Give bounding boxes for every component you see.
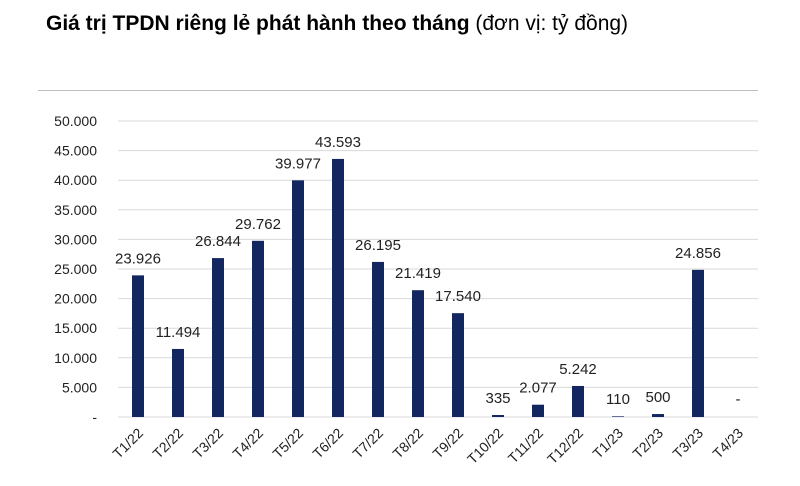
bar: [332, 158, 344, 417]
y-tick-label: 40.000: [54, 172, 97, 188]
data-label: 26.844: [195, 233, 241, 250]
data-label: 110: [606, 391, 630, 408]
x-tick-label: T10/22: [464, 425, 506, 467]
bar: [492, 415, 504, 417]
bar: [172, 348, 184, 417]
y-tick-label: 35.000: [54, 202, 97, 218]
bar: [372, 261, 384, 417]
y-tick-label: 45.000: [54, 143, 97, 159]
data-label: 335: [485, 390, 510, 407]
y-tick-label: 15.000: [54, 320, 97, 336]
x-tick-label: T3/23: [669, 425, 706, 462]
x-tick-label: T6/22: [309, 425, 346, 462]
bar: [532, 404, 544, 417]
y-tick-label: 50.000: [54, 113, 97, 129]
x-tick-label: T4/23: [709, 425, 746, 462]
bar: [252, 240, 264, 417]
x-tick-label: T3/22: [189, 425, 226, 462]
chart-title-unit: (đơn vị: tỷ đồng): [475, 12, 629, 35]
data-label: 5.242: [559, 361, 597, 378]
y-tick-label: 25.000: [54, 261, 97, 277]
data-label: 21.419: [395, 265, 441, 282]
y-tick-label: -: [92, 409, 97, 425]
data-label: 43.593: [315, 134, 361, 151]
x-tick-label: T11/22: [505, 425, 547, 467]
bar: [292, 180, 304, 417]
chart-title-main: Giá trị TPDN riêng lẻ phát hành theo thá…: [46, 12, 470, 35]
data-label: 24.856: [675, 245, 721, 262]
bar: [612, 416, 624, 417]
x-tick-label: T2/23: [629, 425, 666, 462]
x-tick-label: T4/22: [229, 425, 266, 462]
data-label: 23.926: [115, 250, 161, 267]
data-label: 39.977: [275, 155, 321, 172]
x-tick-label: T12/22: [544, 425, 586, 467]
bar: [212, 258, 224, 417]
bar: [132, 275, 144, 417]
data-label: 29.762: [235, 216, 281, 233]
bar: [572, 385, 584, 417]
x-tick-label: T1/23: [589, 425, 626, 462]
x-tick-label: T1/22: [109, 425, 146, 462]
x-tick-label: T9/22: [429, 425, 466, 462]
data-label: 2.077: [519, 380, 557, 397]
y-tick-label: 5.000: [62, 379, 97, 395]
x-tick-label: T8/22: [389, 425, 426, 462]
bar: [452, 313, 464, 417]
data-label: -: [736, 391, 741, 408]
bar: [412, 290, 424, 417]
chart-title: Giá trị TPDN riêng lẻ phát hành theo thá…: [46, 12, 628, 36]
chart-top-border: [38, 90, 758, 91]
y-tick-label: 20.000: [54, 291, 97, 307]
data-label: 26.195: [355, 237, 401, 254]
x-tick-label: T2/22: [149, 425, 186, 462]
x-tick-label: T5/22: [269, 425, 306, 462]
bar: [692, 269, 704, 417]
bar: [652, 414, 664, 417]
y-tick-label: 10.000: [54, 350, 97, 366]
data-label: 17.540: [435, 288, 481, 305]
y-tick-label: 30.000: [54, 231, 97, 247]
x-tick-label: T7/22: [349, 425, 386, 462]
data-label: 500: [645, 389, 670, 406]
data-label: 11.494: [156, 324, 201, 341]
